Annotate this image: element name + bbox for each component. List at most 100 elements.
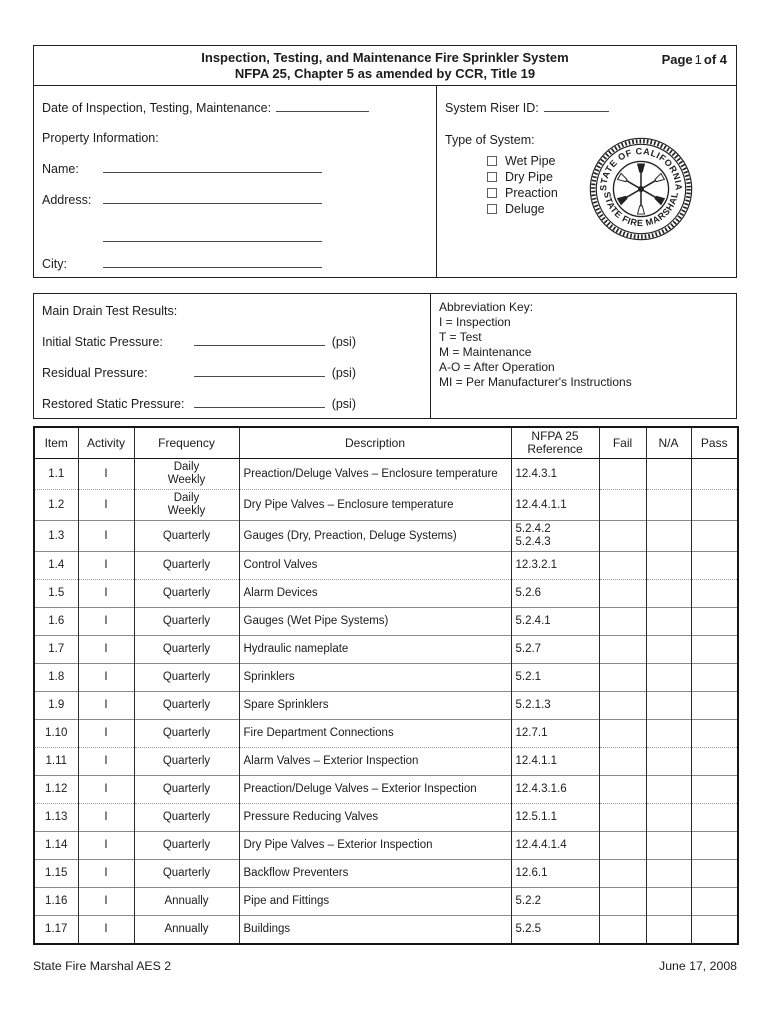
na-cell[interactable] (645, 719, 691, 748)
fail-cell[interactable] (598, 691, 646, 720)
na-cell[interactable] (645, 831, 691, 860)
pass-cell[interactable] (690, 831, 738, 860)
activity-cell: I (77, 551, 134, 580)
item-cell: 1.15 (33, 859, 78, 888)
dry-pipe-checkbox[interactable] (487, 172, 497, 182)
activity-cell: I (77, 803, 134, 832)
fail-cell[interactable] (598, 859, 646, 888)
fail-cell[interactable] (598, 887, 646, 916)
preaction-checkbox[interactable] (487, 188, 497, 198)
initial-static-pressure-input-line[interactable] (194, 333, 325, 346)
fail-cell[interactable] (598, 579, 646, 608)
na-cell[interactable] (645, 747, 691, 776)
description-cell: Pressure Reducing Valves (238, 803, 511, 832)
na-cell[interactable] (645, 691, 691, 720)
fail-cell[interactable] (598, 831, 646, 860)
name-input-line[interactable] (103, 160, 322, 173)
table-row: 1.6 I Quarterly Gauges (Wet Pipe Systems) 5.… (33, 607, 738, 636)
na-cell[interactable] (645, 489, 691, 521)
description-cell: Alarm Valves – Exterior Inspection (238, 747, 511, 776)
activity-cell: I (77, 579, 134, 608)
initial-static-pressure-label: Initial Static Pressure: (42, 335, 163, 349)
date-input-line[interactable] (276, 99, 370, 112)
fail-cell[interactable] (598, 607, 646, 636)
pass-cell[interactable] (690, 458, 738, 490)
na-cell[interactable] (645, 915, 691, 944)
address-input-line[interactable] (103, 191, 322, 204)
item-cell: 1.1 (33, 458, 78, 490)
wet-pipe-checkbox[interactable] (487, 156, 497, 166)
pass-cell[interactable] (690, 607, 738, 636)
residual-pressure-input-line[interactable] (194, 364, 325, 377)
item-cell: 1.5 (33, 579, 78, 608)
na-cell[interactable] (645, 887, 691, 916)
na-cell[interactable] (645, 803, 691, 832)
fail-cell[interactable] (598, 719, 646, 748)
pass-cell[interactable] (690, 520, 738, 552)
na-cell[interactable] (645, 607, 691, 636)
frequency-cell: Annually (133, 887, 239, 916)
fail-cell[interactable] (598, 635, 646, 664)
item-cell: 1.12 (33, 775, 78, 804)
pass-cell[interactable] (690, 551, 738, 580)
header-reference: NFPA 25 Reference (510, 427, 599, 459)
pass-cell[interactable] (690, 489, 738, 521)
fail-cell[interactable] (598, 520, 646, 552)
system-riser-input-line[interactable] (543, 99, 609, 112)
pass-cell[interactable] (690, 775, 738, 804)
na-cell[interactable] (645, 663, 691, 692)
na-cell[interactable] (645, 859, 691, 888)
fail-cell[interactable] (598, 775, 646, 804)
address-row: Address: (42, 191, 436, 209)
na-cell[interactable] (645, 551, 691, 580)
city-input-line[interactable] (103, 255, 322, 268)
table-row: 1.14 I Quarterly Dry Pipe Valves – Exterior… (33, 831, 738, 860)
pass-cell[interactable] (690, 859, 738, 888)
frequency-cell: Quarterly (133, 691, 239, 720)
pass-cell[interactable] (690, 635, 738, 664)
pass-cell[interactable] (690, 579, 738, 608)
pass-cell[interactable] (690, 803, 738, 832)
fail-cell[interactable] (598, 489, 646, 521)
address-input-line-2[interactable] (103, 229, 322, 242)
abbreviation-key-item: T = Test (439, 330, 482, 344)
item-cell: 1.14 (33, 831, 78, 860)
fail-cell[interactable] (598, 803, 646, 832)
na-cell[interactable] (645, 520, 691, 552)
pass-cell[interactable] (690, 663, 738, 692)
header-fail: Fail (598, 427, 646, 459)
deluge-checkbox[interactable] (487, 204, 497, 214)
property-info-left: Date of Inspection, Testing, Maintenance… (34, 86, 437, 277)
description-cell: Backflow Preventers (238, 859, 511, 888)
item-cell: 1.4 (33, 551, 78, 580)
restored-static-pressure-input-line[interactable] (194, 395, 325, 408)
pass-cell[interactable] (690, 915, 738, 944)
pass-cell[interactable] (690, 747, 738, 776)
fail-cell[interactable] (598, 747, 646, 776)
pass-cell[interactable] (690, 887, 738, 916)
top-section: Inspection, Testing, and Maintenance Fir… (33, 45, 737, 278)
fail-cell[interactable] (598, 551, 646, 580)
pass-cell[interactable] (690, 691, 738, 720)
item-cell: 1.9 (33, 691, 78, 720)
item-cell: 1.3 (33, 520, 78, 552)
na-cell[interactable] (645, 635, 691, 664)
na-cell[interactable] (645, 775, 691, 804)
frequency-cell: Quarterly (133, 579, 239, 608)
pass-cell[interactable] (690, 719, 738, 748)
fail-cell[interactable] (598, 663, 646, 692)
na-cell[interactable] (645, 579, 691, 608)
reference-cell: 5.2.4.2 5.2.4.3 (510, 520, 599, 552)
date-label: Date of Inspection, Testing, Maintenance… (42, 101, 272, 115)
description-cell: Buildings (238, 915, 511, 944)
property-info-row: Property Information: (42, 130, 436, 147)
system-type-option-deluge: Deluge (487, 201, 736, 217)
table-row: 1.3 I Quarterly Gauges (Dry, Preaction, Del… (33, 520, 738, 552)
reference-cell: 5.2.1 (510, 663, 599, 692)
table-row: 1.7 I Quarterly Hydraulic nameplate 5.2.7 (33, 635, 738, 664)
item-cell: 1.11 (33, 747, 78, 776)
fail-cell[interactable] (598, 458, 646, 490)
fail-cell[interactable] (598, 915, 646, 944)
activity-cell: I (77, 915, 134, 944)
na-cell[interactable] (645, 458, 691, 490)
